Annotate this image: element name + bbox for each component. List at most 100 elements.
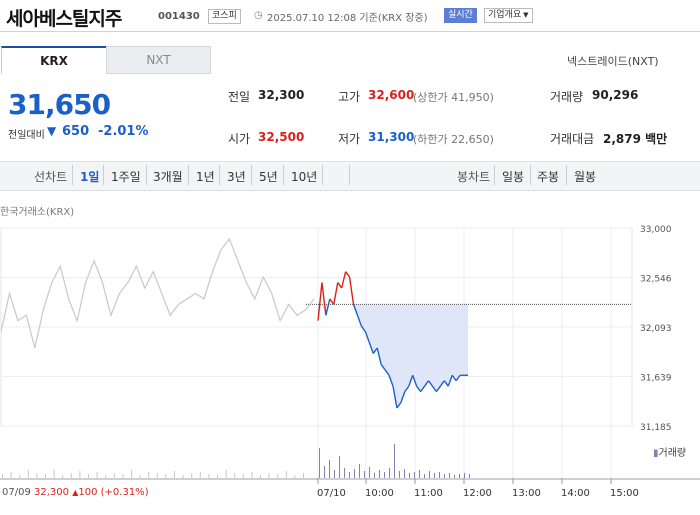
divider xyxy=(283,165,284,185)
chevron-down-icon: ▼ xyxy=(523,11,529,19)
today-series-segment xyxy=(337,282,343,289)
candle-chart-label: 봉차트 xyxy=(457,170,491,184)
change-percent: -2.01% xyxy=(98,124,149,139)
prev-day-close: 32,300 xyxy=(34,487,70,498)
x-tick-label: 11:00 xyxy=(414,488,443,499)
chart-source: 한국거래소(KRX) xyxy=(0,207,75,218)
volume-bar-today xyxy=(459,474,460,478)
volume-bar-today xyxy=(464,473,465,478)
amount-value: 2,879 백만 xyxy=(603,132,668,146)
today-series-segment xyxy=(400,391,406,403)
volume-bar-today xyxy=(414,472,415,478)
volume-legend-swatch: ▮ xyxy=(653,448,659,459)
period-10year[interactable]: 10년 xyxy=(291,170,318,184)
volume-bar-prev xyxy=(139,475,141,478)
x-tick-label: 10:00 xyxy=(365,488,394,499)
today-series-segment xyxy=(384,369,390,376)
volume-bar-prev xyxy=(191,473,193,478)
today-series-segment xyxy=(376,347,382,365)
today-series-segment xyxy=(451,374,457,382)
period-daily-candle[interactable]: 일봉 xyxy=(502,170,525,184)
below-reference-area xyxy=(318,304,468,408)
volume-bar-today xyxy=(379,470,380,478)
tab-krx[interactable]: KRX xyxy=(1,46,107,74)
volume-bar-prev xyxy=(36,473,38,478)
today-series-segment xyxy=(416,385,422,393)
company-info-dropdown[interactable]: 기업개요 ▼ xyxy=(484,8,533,23)
volume-bars xyxy=(2,444,470,478)
prev-day-series-line xyxy=(0,237,315,349)
line-chart-label: 선차트 xyxy=(34,170,68,184)
today-series-segment xyxy=(364,331,370,343)
volume-bar-prev xyxy=(208,474,210,478)
lower-limit: (하한가 22,650) xyxy=(413,133,494,146)
high-label: 고가 xyxy=(338,90,361,104)
period-3month[interactable]: 3개월 xyxy=(153,170,183,184)
divider xyxy=(322,165,323,185)
volume-bar-today xyxy=(359,464,360,478)
x-tick-label: 07/10 xyxy=(317,488,346,499)
divider xyxy=(219,165,220,185)
prev-close-label: 전일 xyxy=(228,90,251,104)
volume-bar-today xyxy=(399,471,400,478)
divider xyxy=(251,165,252,185)
low-label: 저가 xyxy=(338,132,361,146)
volume-bar-prev xyxy=(88,474,89,478)
volume-bar-prev xyxy=(165,474,167,478)
volume-value: 90,296 xyxy=(592,88,639,102)
period-5year[interactable]: 5년 xyxy=(259,170,278,184)
period-1year[interactable]: 1년 xyxy=(196,170,215,184)
volume-bar-today xyxy=(439,472,440,478)
prev-day-change: 100 xyxy=(78,487,98,498)
volume-bar-prev xyxy=(285,471,287,478)
prev-day-pct: (+0.31%) xyxy=(100,487,149,498)
volume-bar-prev xyxy=(260,475,261,478)
today-series-segment xyxy=(388,375,394,387)
high-value: 32,600 xyxy=(368,88,415,102)
divider xyxy=(103,165,104,185)
today-series-segment xyxy=(372,347,378,354)
today-series-segment xyxy=(439,380,445,387)
period-monthly-candle[interactable]: 월봉 xyxy=(574,170,597,184)
volume-bar-prev xyxy=(131,470,132,478)
volume-bar-prev xyxy=(105,475,107,478)
header-divider xyxy=(0,31,700,32)
period-toolbar xyxy=(0,161,700,191)
period-1day[interactable]: 1일 xyxy=(80,170,100,184)
today-series-segment xyxy=(345,271,351,278)
quote-datetime: 2025.07.10 12:08 기준(KRX 장중) xyxy=(267,13,428,24)
y-axis-ticks: 33,000 32,546 32,093 31,639 31,185 xyxy=(640,225,672,433)
volume-bar-today xyxy=(389,468,390,478)
chart-area-fill xyxy=(318,304,468,408)
today-series-segment xyxy=(455,374,461,382)
volume-bar-prev xyxy=(45,474,46,478)
today-series-segment xyxy=(368,342,374,354)
volume-bar-today xyxy=(419,470,420,478)
stock-code: 001430 xyxy=(158,11,200,22)
period-1week[interactable]: 1주일 xyxy=(111,170,141,184)
volume-bar-prev xyxy=(303,473,304,478)
volume-bar-today xyxy=(319,448,320,478)
up-arrow-icon: ▲ xyxy=(72,488,79,497)
today-series-segment xyxy=(396,402,402,409)
today-series-segment xyxy=(321,282,327,316)
low-value: 31,300 xyxy=(368,130,415,144)
realtime-button[interactable]: 실시간 xyxy=(444,8,477,23)
today-series-segment xyxy=(380,363,386,371)
volume-bar-prev xyxy=(53,469,55,478)
period-3year[interactable]: 3년 xyxy=(227,170,246,184)
tab-nxt[interactable]: NXT xyxy=(106,46,211,74)
volume-bar-prev xyxy=(182,475,184,478)
divider xyxy=(494,165,495,185)
volume-bar-prev xyxy=(225,470,227,478)
market-badge: 코스피 xyxy=(208,9,241,24)
today-series-segment xyxy=(329,298,335,305)
volume-bar-today xyxy=(454,475,455,478)
volume-bar-prev xyxy=(234,473,236,478)
period-weekly-candle[interactable]: 주봉 xyxy=(537,170,560,184)
volume-bar-today xyxy=(369,467,370,478)
volume-bar-today xyxy=(324,466,325,478)
y-tick-label: 31,185 xyxy=(640,423,672,433)
nextrade-link[interactable]: 넥스트레이드(NXT) xyxy=(567,55,659,68)
